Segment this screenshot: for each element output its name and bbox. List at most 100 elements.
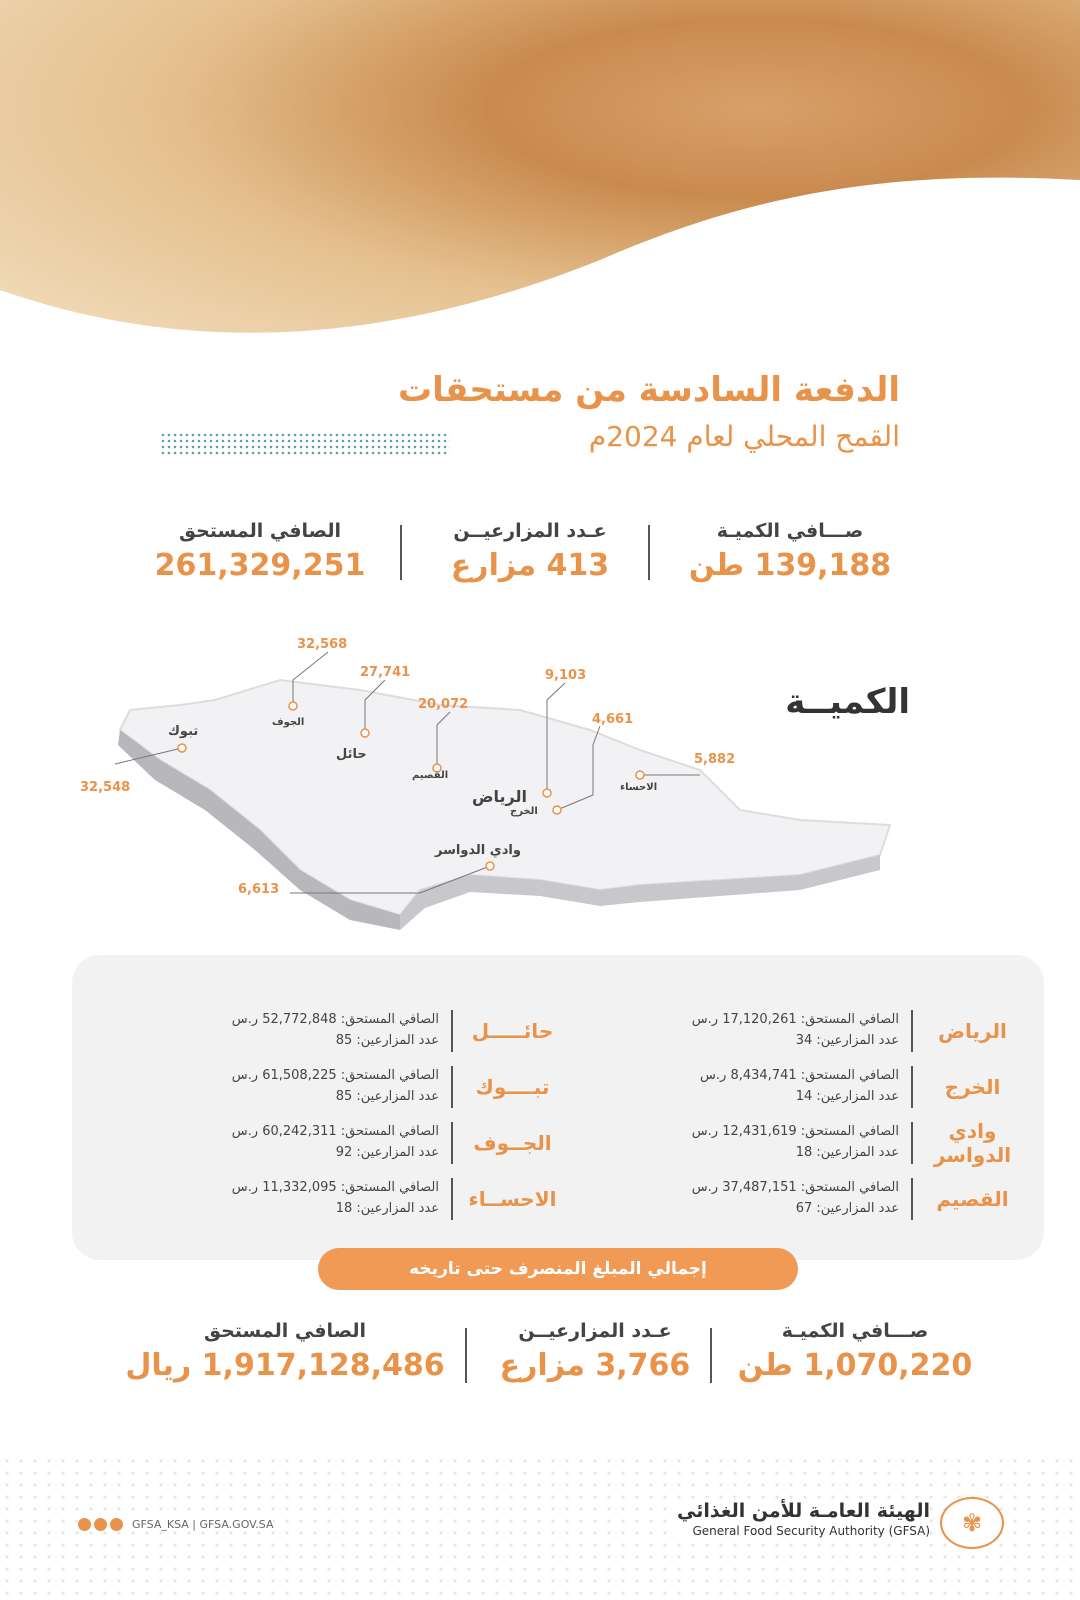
currency: ر.س [700, 1068, 727, 1084]
summary-quantity: صـــافي الكميـة 139,188 طن [660, 520, 920, 583]
map-title: الكميــة [785, 682, 910, 722]
amount-value: 11,332,095 [262, 1180, 337, 1196]
region-row: الاحســاء الصافي المستحق: 11,332,095 ر.س… [130, 1173, 560, 1225]
region-quantity: 32,568 [297, 637, 348, 652]
region-quantity: 27,741 [360, 665, 411, 680]
region-quantity: 4,661 [592, 712, 634, 727]
region-details: الصافي المستحق: 52,772,848 ر.س عدد المزا… [232, 1010, 439, 1052]
divider [451, 1010, 453, 1052]
x-icon[interactable] [78, 1518, 91, 1531]
region-name: حائل [336, 747, 367, 762]
decorative-dots [160, 432, 450, 456]
instagram-icon[interactable] [110, 1518, 123, 1531]
region-name: الاحساء [620, 782, 658, 793]
region-quantity: 9,103 [545, 668, 587, 683]
region-name: الرياض [472, 787, 527, 806]
amount-value: 61,508,225 [262, 1068, 337, 1084]
region-details: الصافي المستحق: 61,508,225 ر.س عدد المزا… [232, 1066, 439, 1108]
divider [465, 1328, 467, 1383]
value: 1,070,220 طن [737, 1348, 973, 1383]
hero-wave [0, 177, 1080, 370]
currency: ر.س [231, 1180, 259, 1196]
region-name: الاحســاء [468, 1187, 557, 1211]
amount-label: الصافي المستحق: [340, 1068, 439, 1084]
currency: ر.س [231, 1124, 259, 1140]
social-links: GFSA_KSA | GFSA.GOV.SA [78, 1518, 274, 1531]
farmers-value: 92 [335, 1145, 353, 1160]
total-quantity: صـــافي الكميـة 1,070,220 طن [720, 1320, 990, 1383]
value: 1,917,128,486 ريال [125, 1348, 445, 1383]
farmers-value: 14 [795, 1089, 813, 1104]
farmers-value: 85 [335, 1033, 353, 1048]
amount-label: الصافي المستحق: [340, 1012, 439, 1028]
value: 413 مزارع [450, 548, 610, 583]
farmers-value: 18 [795, 1145, 813, 1160]
totals-banner: إجمالي المبلغ المنصرف حتى تاريخه [318, 1248, 798, 1290]
region-details: الصافي المستحق: 17,120,261 ر.س عدد المزا… [692, 1010, 899, 1052]
region-name: الخرج [944, 1075, 1001, 1099]
youtube-icon[interactable] [94, 1518, 107, 1531]
amount-value: 17,120,261 [722, 1012, 797, 1028]
value: 139,188 طن [688, 548, 892, 583]
currency: ر.س [691, 1180, 719, 1196]
value: 3,766 مزارع [499, 1348, 691, 1383]
regions-column-left: حائـــــل الصافي المستحق: 52,772,848 ر.س… [130, 1005, 560, 1229]
region-row: تبــــوك الصافي المستحق: 61,508,225 ر.س … [130, 1061, 560, 1113]
region-row: الرياض الصافي المستحق: 17,120,261 ر.س عد… [590, 1005, 1020, 1057]
currency: ر.س [691, 1124, 719, 1140]
region-details: الصافي المستحق: 11,332,095 ر.س عدد المزا… [232, 1178, 439, 1220]
summary-net-due: الصافي المستحق 261,329,251 [140, 520, 380, 583]
region-name: وادي الدواسر [933, 1119, 1012, 1167]
page-subtitle: القمح المحلي لعام 2024م [588, 420, 900, 453]
amount-value: 60,242,311 [262, 1124, 337, 1140]
amount-value: 52,772,848 [262, 1012, 337, 1028]
divider [911, 1122, 913, 1164]
amount-value: 37,487,151 [722, 1180, 797, 1196]
region-quantity: 32,548 [80, 780, 131, 795]
region-name: الجوف [272, 717, 305, 728]
region-details: الصافي المستحق: 60,242,311 ر.س عدد المزا… [232, 1122, 439, 1164]
region-name: تبوك [168, 724, 199, 739]
social-handle[interactable]: GFSA_KSA | GFSA.GOV.SA [132, 1518, 274, 1531]
label: عـدد المزارعيــن [453, 520, 607, 542]
divider [400, 525, 402, 580]
divider [648, 525, 650, 580]
divider [911, 1010, 913, 1052]
farmers-value: 34 [795, 1033, 813, 1048]
total-farmers: عـدد المزارعيــن 3,766 مزارع [490, 1320, 700, 1383]
farmers-label: عدد المزارعين: [356, 1033, 439, 1048]
regions-panel [72, 955, 1044, 1260]
region-name: الرياض [938, 1019, 1007, 1043]
region-name: القصيم [412, 770, 449, 781]
label: صـــافي الكميـة [781, 1320, 929, 1342]
divider [710, 1328, 712, 1383]
label: الصافي المستحق [203, 1320, 367, 1342]
region-name: الجــوف [473, 1131, 552, 1155]
amount-label: الصافي المستحق: [340, 1124, 439, 1140]
amount-label: الصافي المستحق: [800, 1012, 899, 1028]
farmers-value: 85 [335, 1089, 353, 1104]
gfsa-logo-icon: ✾ [940, 1497, 1004, 1549]
region-row: الخرج الصافي المستحق: 8,434,741 ر.س عدد … [590, 1061, 1020, 1113]
currency: ر.س [231, 1012, 259, 1028]
region-details: الصافي المستحق: 37,487,151 ر.س عدد المزا… [692, 1178, 899, 1220]
page-title: الدفعة السادسة من مستحقات [397, 370, 900, 410]
region-quantity: 5,882 [694, 752, 736, 767]
farmers-label: عدد المزارعين: [356, 1145, 439, 1160]
divider [911, 1066, 913, 1108]
region-name: الخرج [510, 806, 538, 817]
org-name: الهيئة العامـة للأمن الغذائي General Foo… [677, 1500, 930, 1538]
org-name-ar: الهيئة العامـة للأمن الغذائي [677, 1500, 930, 1522]
label: صـــافي الكميـة [716, 520, 864, 542]
region-quantity: 20,072 [418, 697, 469, 712]
divider [451, 1178, 453, 1220]
farmers-value: 67 [795, 1201, 813, 1216]
farmers-label: عدد المزارعين: [816, 1033, 899, 1048]
divider [451, 1122, 453, 1164]
label: عـدد المزارعيــن [518, 1320, 672, 1342]
amount-value: 8,434,741 [730, 1068, 797, 1084]
summary-farmers: عـدد المزارعيــن 413 مزارع [420, 520, 640, 583]
amount-label: الصافي المستحق: [800, 1180, 899, 1196]
region-row: حائـــــل الصافي المستحق: 52,772,848 ر.س… [130, 1005, 560, 1057]
currency: ر.س [231, 1068, 259, 1084]
